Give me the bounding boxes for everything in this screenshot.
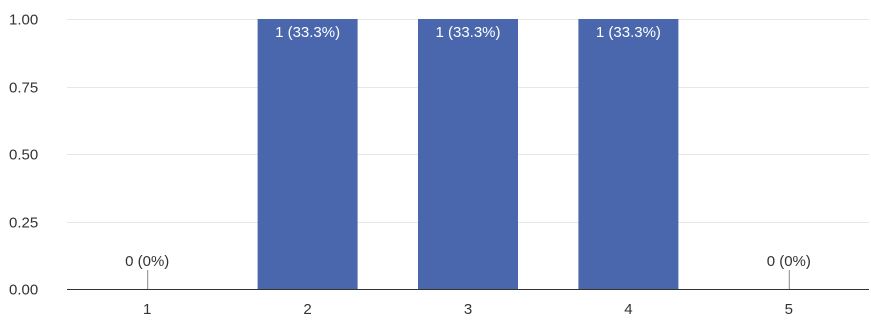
x-tick-label: 3 bbox=[464, 301, 472, 318]
x-tick-label: 4 bbox=[624, 301, 632, 318]
y-tick-label: 0.25 bbox=[9, 215, 38, 232]
y-tick-label: 1.00 bbox=[9, 12, 38, 29]
y-tick-label: 0.00 bbox=[9, 282, 38, 299]
data-label: 1 (33.3%) bbox=[275, 24, 340, 41]
data-label: 1 (33.3%) bbox=[596, 24, 661, 41]
x-tick-label: 1 bbox=[143, 301, 151, 318]
x-tick-label: 5 bbox=[785, 301, 793, 318]
y-tick-label: 0.75 bbox=[9, 80, 38, 97]
x-tick-label: 2 bbox=[303, 301, 311, 318]
data-label: 0 (0%) bbox=[767, 253, 811, 270]
data-labels: 0 (0%) 1 (33.3%) 1 (33.3%) 1 (33.3%) 0 (0%) bbox=[125, 24, 811, 289]
data-label: 0 (0%) bbox=[125, 253, 169, 270]
data-label: 1 (33.3%) bbox=[435, 24, 500, 41]
bar-4 bbox=[578, 19, 679, 289]
bar-2 bbox=[257, 19, 358, 289]
bar-3 bbox=[418, 19, 518, 289]
y-tick-label: 0.50 bbox=[9, 147, 38, 164]
axes: 0.00 0.25 0.50 0.75 1.00 1 2 3 4 5 bbox=[9, 12, 869, 318]
bars bbox=[257, 19, 679, 289]
